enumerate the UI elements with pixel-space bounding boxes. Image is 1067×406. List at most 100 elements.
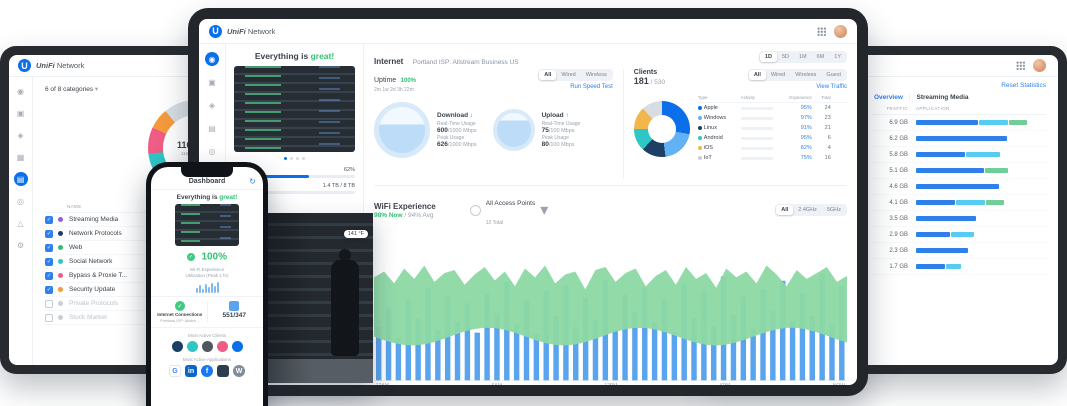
reset-statistics-link[interactable]: Reset Statistics <box>1001 82 1046 89</box>
application-column-header: APPLICATION <box>916 106 950 111</box>
filter-button-wired[interactable]: Wired <box>561 72 576 78</box>
row-checkbox[interactable]: ✓ <box>45 271 53 280</box>
app-icon-linkedin[interactable]: in <box>185 365 197 377</box>
sidebar-item-map-icon[interactable]: ◎ <box>208 146 216 156</box>
tab-streaming-media[interactable]: Streaming Media <box>916 94 969 101</box>
filter-button-1d[interactable]: 1D <box>759 52 777 62</box>
client-type-row[interactable]: Linux 91% 21 <box>697 123 847 133</box>
filter-button-all[interactable]: All <box>776 205 794 216</box>
sidebar-item-dashboard-icon[interactable]: ◉ <box>17 86 24 96</box>
filter-button-guest[interactable]: Guest <box>826 72 841 78</box>
filter-button-wireless[interactable]: Wireless <box>795 72 817 78</box>
user-avatar[interactable] <box>1033 59 1046 72</box>
client-avatar[interactable] <box>201 341 213 352</box>
app-icon-wordpress[interactable]: W <box>233 365 245 377</box>
sidebar-item-dashboard-icon[interactable]: ◉ <box>205 52 219 66</box>
refresh-icon[interactable]: ↻ <box>249 176 256 186</box>
row-checkbox[interactable]: ✓ <box>45 215 53 224</box>
uptime-value: 100% <box>400 78 416 84</box>
uptime-label: Uptime <box>374 77 397 84</box>
application-row[interactable]: 3.5 GB <box>872 211 1046 227</box>
total-value: 6 <box>827 135 831 141</box>
row-checkbox[interactable]: ✓ <box>45 229 53 238</box>
user-avatar[interactable] <box>834 24 847 38</box>
filter-button-wired[interactable]: Wired <box>770 72 786 78</box>
carousel-dot[interactable] <box>284 157 287 160</box>
application-row[interactable]: 5.1 GB <box>872 163 1046 179</box>
sidebar-item-devices-icon[interactable]: ▣ <box>16 108 25 118</box>
client-avatar[interactable] <box>186 341 198 352</box>
category-name: Private Protocols <box>69 300 119 307</box>
tab-overview[interactable]: Overview <box>874 94 903 101</box>
left-sidebar: ◉ ▣ ◈ ▦ ▤ ◎ △ ⚙ <box>9 77 33 365</box>
app-grid-icon[interactable] <box>1016 61 1025 70</box>
filter-button-wireless[interactable]: Wireless <box>585 72 607 78</box>
run-speed-test-link[interactable]: Run Speed Test <box>570 84 613 90</box>
filter-button-2-4ghz[interactable]: 2.4GHz <box>798 207 817 214</box>
dashboard-screen: U UniFi Network ◉▣◈▤◎⚙ Everything is gre… <box>199 19 857 385</box>
row-checkbox[interactable]: ✓ <box>45 257 53 266</box>
filter-button-all[interactable]: All <box>539 70 557 80</box>
access-point-selector[interactable]: All Access Points 12 Total ▾ <box>469 191 776 229</box>
application-row[interactable]: 2.9 GB <box>872 227 1046 243</box>
client-avatar[interactable] <box>231 341 243 352</box>
client-avatar[interactable] <box>171 341 183 352</box>
clients-donut-chart <box>633 101 690 157</box>
row-checkbox[interactable] <box>45 313 53 322</box>
application-row[interactable]: 6.9 GB <box>872 115 1046 131</box>
sidebar-item-map-icon[interactable]: ◎ <box>17 196 24 206</box>
clients-tile[interactable]: 551/347 <box>206 301 262 323</box>
client-type-row[interactable]: Windows 97% 23 <box>697 113 847 123</box>
carousel-dot[interactable] <box>290 157 293 160</box>
sidebar-item-insights-icon[interactable]: ▦ <box>16 152 25 162</box>
application-bar <box>916 200 1046 205</box>
sidebar-item-alerts-icon[interactable]: △ <box>17 218 24 228</box>
filter-button-5ghz[interactable]: 5GHz <box>826 207 841 214</box>
client-type-row[interactable]: Apple 95% 24 <box>697 103 847 113</box>
client-avatar[interactable] <box>216 341 228 352</box>
app-icon-facebook[interactable]: f <box>201 365 213 377</box>
app-icon-app[interactable] <box>217 365 229 377</box>
application-row[interactable]: 6.2 GB <box>872 131 1046 147</box>
app-grid-icon[interactable] <box>817 26 826 36</box>
application-row[interactable]: 4.1 GB <box>872 195 1046 211</box>
sidebar-item-clients-icon[interactable]: ◈ <box>17 130 24 140</box>
sidebar-item-clients-icon[interactable]: ◈ <box>208 100 216 110</box>
sidebar-item-statistics-icon[interactable]: ▤ <box>13 172 28 186</box>
category-filter-dropdown[interactable]: 6 of 8 categories ▾ <box>45 86 99 93</box>
filter-button-6m[interactable]: 6M <box>816 54 825 60</box>
phone-page-title: Dashboard <box>188 177 226 185</box>
utilization-bar <box>210 283 213 293</box>
filter-button-1y[interactable]: 1Y <box>834 54 841 60</box>
filter-button-1m[interactable]: 1M <box>798 54 807 60</box>
client-type-row[interactable]: iOS 82% 4 <box>697 143 847 153</box>
client-type-row[interactable]: IoT 75% 16 <box>697 153 847 163</box>
filter-button-all[interactable]: All <box>748 70 766 80</box>
client-type-row[interactable]: Android 95% 6 <box>697 133 847 143</box>
application-row[interactable]: 4.6 GB <box>872 179 1046 195</box>
application-bar <box>916 136 1046 141</box>
filter-button-5d[interactable]: 5D <box>781 54 789 60</box>
type-name: Linux <box>703 125 717 131</box>
category-name: Stock Market <box>69 314 107 321</box>
row-checkbox[interactable]: ✓ <box>45 285 53 294</box>
view-traffic-link[interactable]: View Traffic <box>816 84 847 90</box>
application-row[interactable]: 2.3 GB <box>872 243 1046 259</box>
upload-gauge-group: Upload ↑ Real-Time Usage 75/100 Mbps Pea… <box>492 109 580 151</box>
x-axis-label: 12PM <box>604 383 617 385</box>
app-icon-google[interactable]: G <box>169 365 181 377</box>
sidebar-item-devices-icon[interactable]: ▣ <box>208 77 216 87</box>
category-color-dot <box>58 245 63 250</box>
category-name: Network Protocols <box>69 230 122 237</box>
carousel-dot[interactable] <box>296 157 299 160</box>
sidebar-item-statistics-icon[interactable]: ▤ <box>208 123 216 133</box>
row-checkbox[interactable]: ✓ <box>45 243 53 252</box>
internet-connections-tile[interactable]: ✓ Internet Connections Portland ISP: All… <box>153 301 207 323</box>
carousel-dot[interactable] <box>302 157 305 160</box>
sidebar-item-settings-icon[interactable]: ⚙ <box>16 240 25 250</box>
time-range-group: 1D 5D 1M 6M 1Y <box>758 51 847 63</box>
application-row[interactable]: 1.7 GB <box>872 259 1046 275</box>
application-bar <box>916 248 1046 253</box>
row-checkbox[interactable] <box>45 299 53 308</box>
application-row[interactable]: 5.8 GB <box>872 147 1046 163</box>
